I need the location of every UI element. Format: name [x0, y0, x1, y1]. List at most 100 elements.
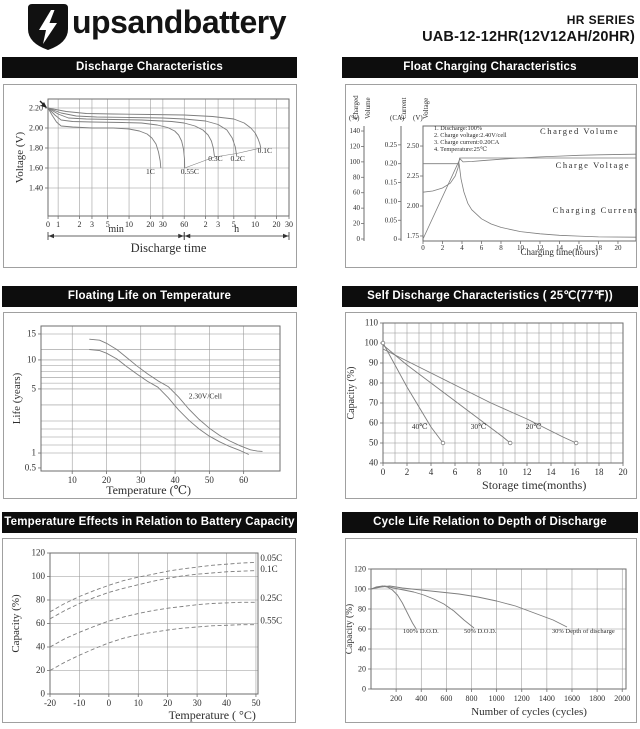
- series-30C: [382, 344, 511, 444]
- plot-frame: [47, 98, 290, 217]
- y-tick-label: 0.20: [385, 160, 398, 168]
- panel-title-discharge-characteristics: Discharge Characteristics: [2, 57, 297, 78]
- axis-unit-label: h: [234, 224, 239, 235]
- y-tick-label: 80: [36, 595, 46, 605]
- y-tick-label: 40: [36, 642, 46, 652]
- x-tick-label: 2: [405, 467, 410, 477]
- brand-name: upsandbattery: [72, 4, 286, 40]
- y-tick-label: 1.60: [29, 164, 43, 173]
- y-tick-label: 0.15: [385, 179, 398, 187]
- y-tick-label: 70: [369, 398, 379, 408]
- x-tick-label: 2: [77, 220, 81, 229]
- y-axis-title: Life (years): [11, 372, 23, 424]
- y-tick-label: 60: [369, 418, 379, 428]
- x-tick-label: 16: [575, 244, 583, 252]
- curve-label: 0.25C: [260, 593, 282, 603]
- y-tick-label: 80: [353, 173, 361, 181]
- y-tick-label: 0.10: [385, 197, 398, 205]
- x-tick-label: 1400: [539, 694, 555, 703]
- curve-label: 1C: [146, 167, 155, 176]
- y-tick-label: 60: [36, 618, 46, 628]
- curve-label: 2.30V/Cell: [189, 392, 222, 401]
- chart-floating-life-on-temperature: 10 20 30 40 50 60 15 10 5 1 0.5 Life (years) 2.30V/C…: [3, 312, 297, 499]
- y-tick-label: 100: [350, 158, 361, 166]
- model-number-label: UAB-12-12HR(12V12AH/20HR): [422, 29, 635, 45]
- series-50pct-DOD: [370, 585, 475, 629]
- x-tick-label: 20: [102, 475, 112, 485]
- y-tick-label: 15: [27, 328, 37, 338]
- x-tick-label: 30: [159, 220, 167, 229]
- curve-label: 100% D.O.D.: [403, 628, 439, 635]
- chart-svg-temperature-effects-battery-capacity: -20 -10 0 10 20 30 40 50 0 20 40 60 80 100 120 Capacity…: [10, 548, 282, 723]
- x-tick-label: 600: [440, 694, 452, 703]
- x-tick-label: 50: [251, 698, 261, 708]
- x-tick-label: -10: [73, 698, 85, 708]
- y-tick-label: 2.25: [407, 172, 420, 180]
- y-tick-label: 80: [358, 605, 366, 614]
- y-tick-label: 60: [358, 625, 366, 634]
- curve-label: 0.55C: [181, 167, 199, 176]
- y-tick-label: 40: [369, 458, 379, 468]
- y-axis-title: Capacity (%): [346, 366, 357, 419]
- x-tick-label: 40: [222, 698, 232, 708]
- page-header: upsandbattery HR SERIES UAB-12-12HR(12V1…: [0, 0, 640, 56]
- y-tick-label: 0.5: [25, 462, 37, 472]
- x-tick-label: 3: [216, 220, 220, 229]
- y-tick-label: 40: [353, 204, 361, 212]
- x-tick-label: 2000: [614, 694, 630, 703]
- series-charge-voltage: [422, 157, 636, 193]
- x-tick-label: 60: [180, 220, 188, 229]
- series-band-upper-2.30V: [89, 338, 263, 452]
- curve-label: Charging Current: [553, 205, 636, 215]
- x-tick-label: 200: [390, 694, 402, 703]
- y-axis-title: Capacity (%): [10, 594, 22, 653]
- panel-title-float-charging: Float Charging Characteristics: [342, 57, 638, 78]
- curve-label: 50% D.O.D.: [464, 628, 497, 635]
- series-0.55C: [49, 624, 256, 671]
- x-tick-label: 10: [125, 220, 133, 229]
- series-0.1C: [49, 570, 256, 620]
- y-tick-label: 1.80: [29, 144, 43, 153]
- x-tick-label: 2: [441, 244, 445, 252]
- y-tick-label: 20: [358, 665, 366, 674]
- y-tick-label: 120: [350, 142, 361, 150]
- panel-title-temperature-effects: Temperature Effects in Relation to Batte…: [2, 512, 297, 533]
- x-tick-label: 20: [146, 220, 154, 229]
- y-tick-label: 0: [394, 235, 398, 243]
- y-tick-label: 100: [365, 338, 379, 348]
- header-model-block: HR SERIES UAB-12-12HR(12V12AH/20HR): [422, 13, 635, 45]
- y-axis-title: Capacity (%): [346, 604, 355, 654]
- x-tick-label: 20: [273, 220, 281, 229]
- x-tick-label: 400: [415, 694, 427, 703]
- axis-unit-current: (CA): [390, 114, 405, 122]
- series-charged-volume: [422, 153, 636, 240]
- x-tick-label: 4: [460, 244, 464, 252]
- x-axis-title: Discharge time: [131, 241, 207, 255]
- y-tick-label: 90: [369, 358, 379, 368]
- chart-self-discharge-characteristics: 0 2 4 6 8 10 12 14 16 18 20 110 100 90 80 70 60 50 40 Capac…: [345, 312, 637, 499]
- shield-lightning-icon: [28, 4, 68, 50]
- axis-unit-voltage: (V): [413, 114, 423, 122]
- y-tick-label: 0: [357, 235, 361, 243]
- x-tick-label: 8: [477, 467, 482, 477]
- curve-label: 0.05C: [260, 553, 282, 563]
- chart-float-charging-characteristics: 0 2 4 6 8 10 12 14 16 18 20 0 20 40 60 80 100 120 140 Charg…: [345, 84, 637, 268]
- series-label: HR SERIES: [566, 13, 635, 27]
- marker-end-20C: [573, 440, 579, 446]
- series-band-lower-2.30V: [89, 349, 249, 455]
- series-30pct-DOD: [370, 585, 568, 628]
- series-cutoff-line: [184, 147, 261, 169]
- x-tick-label: 50: [205, 475, 215, 485]
- y-tick-label: 110: [365, 318, 379, 328]
- series-0.05C: [49, 561, 256, 613]
- axis-unit-label: min: [108, 224, 124, 235]
- x-tick-label: 1000: [489, 694, 505, 703]
- x-tick-label: 20: [614, 244, 622, 252]
- marker-end-30C: [507, 440, 513, 446]
- panel-title-cycle-life: Cycle Life Relation to Depth of Discharg…: [342, 512, 638, 533]
- x-tick-label: 5: [106, 220, 110, 229]
- chart-svg-cycle-life-depth-of-discharge: 200 400 600 800 1000 1200 1400 1600 1800 2000 0 20 4…: [344, 565, 630, 719]
- x-tick-label: 10: [517, 244, 525, 252]
- x-tick-label: 1: [56, 220, 60, 229]
- x-axis-title: Temperature ( °C): [169, 708, 256, 722]
